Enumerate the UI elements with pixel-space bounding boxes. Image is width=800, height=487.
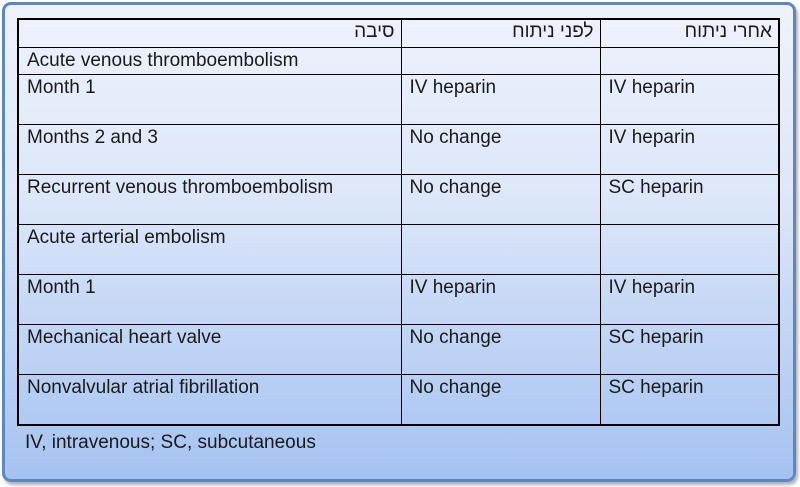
cell-after: IV heparin — [599, 273, 780, 325]
table-row: Months 2 and 3 No change IV heparin — [17, 123, 780, 175]
header-cause: סיבה — [17, 18, 402, 48]
cell-before: No change — [400, 373, 601, 426]
table-row: Mechanical heart valve No change SC hepari… — [17, 323, 780, 375]
cell-after — [599, 223, 780, 275]
cell-before: No change — [400, 173, 601, 225]
cell-after: IV heparin — [599, 123, 780, 175]
cell-before: No change — [400, 323, 601, 375]
cell-before — [400, 223, 601, 275]
cell-cause: Acute arterial embolism — [17, 223, 402, 275]
table-footnote: IV, intravenous; SC, subcutaneous — [25, 432, 316, 453]
table-row: Acute venous thromboembolism — [17, 47, 780, 75]
cell-cause: Mechanical heart valve — [17, 323, 402, 375]
cell-after: IV heparin — [599, 73, 780, 125]
header-before-surgery: לפני ניתוח — [400, 18, 601, 48]
cell-before — [400, 47, 601, 75]
table-row: Month 1 IV heparin IV heparin — [17, 73, 780, 125]
cell-cause: Month 1 — [17, 273, 402, 325]
heparin-regimen-table: סיבה לפני ניתוח אחרי ניתוח Acute venous … — [17, 18, 780, 426]
cell-before: IV heparin — [400, 273, 601, 325]
cell-cause: Nonvalvular atrial fibrillation — [17, 373, 402, 426]
cell-before: IV heparin — [400, 73, 601, 125]
table-row: Nonvalvular atrial fibrillation No change… — [17, 373, 780, 426]
slide-panel: סיבה לפני ניתוח אחרי ניתוח Acute venous … — [2, 2, 796, 482]
cell-after — [599, 47, 780, 75]
cell-cause: Recurrent venous thromboembolism — [17, 173, 402, 225]
cell-before: No change — [400, 123, 601, 175]
header-after-surgery: אחרי ניתוח — [599, 18, 780, 48]
cell-after: SC heparin — [599, 373, 780, 426]
cell-cause: Months 2 and 3 — [17, 123, 402, 175]
table-row: Recurrent venous thromboembolism No chang… — [17, 173, 780, 225]
cell-cause: Month 1 — [17, 73, 402, 125]
cell-after: SC heparin — [599, 323, 780, 375]
cell-after: SC heparin — [599, 173, 780, 225]
table-row: Month 1 IV heparin IV heparin — [17, 273, 780, 325]
header-row: סיבה לפני ניתוח אחרי ניתוח — [17, 18, 780, 48]
table-row: Acute arterial embolism — [17, 223, 780, 275]
table-body: Acute venous thromboembolism Month 1 IV he… — [17, 47, 780, 426]
cell-cause: Acute venous thromboembolism — [17, 47, 402, 75]
